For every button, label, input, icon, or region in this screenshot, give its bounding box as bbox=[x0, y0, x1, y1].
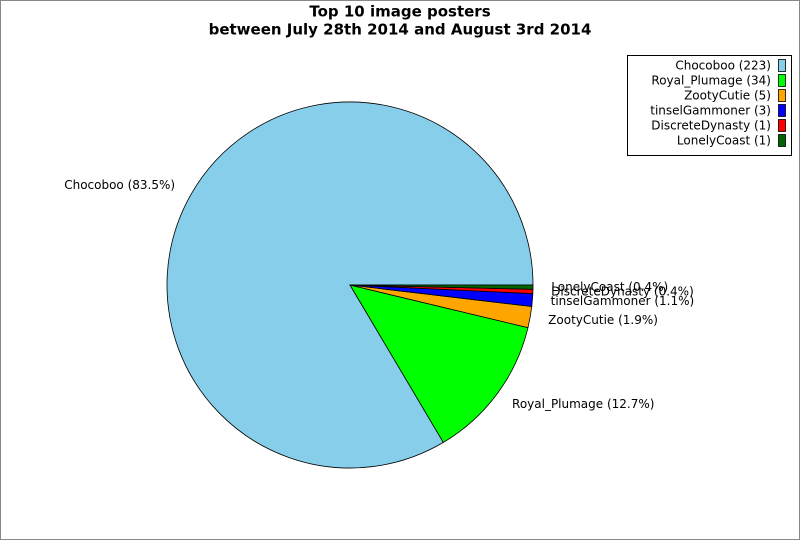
legend-swatch bbox=[778, 59, 786, 72]
slice-label: Chocoboo (83.5%) bbox=[64, 178, 175, 192]
slice-label: tinselGammoner (1.1%) bbox=[551, 294, 695, 308]
pie-slice bbox=[349, 284, 529, 443]
legend-swatch bbox=[778, 134, 786, 147]
slice-label: LonelyCoast (0.4%) bbox=[551, 280, 668, 294]
legend-label: Chocoboo (223) bbox=[675, 59, 771, 73]
legend-box bbox=[627, 55, 792, 156]
chart-title: Top 10 image posters bbox=[309, 3, 490, 21]
legend-label: ZootyCutie (5) bbox=[684, 89, 771, 103]
legend-label: DiscreteDynasty (1) bbox=[651, 119, 771, 133]
slice-label: Royal_Plumage (12.7%) bbox=[512, 397, 654, 411]
pie-slice bbox=[349, 284, 534, 290]
legend-label: LonelyCoast (1) bbox=[677, 134, 771, 148]
legend-label: tinselGammoner (3) bbox=[650, 104, 771, 118]
legend-label: Royal_Plumage (34) bbox=[651, 74, 771, 88]
slice-label: ZootyCutie (1.9%) bbox=[548, 313, 658, 327]
legend-swatch bbox=[778, 74, 786, 87]
legend-swatch bbox=[778, 104, 786, 117]
pie-slice bbox=[166, 101, 534, 469]
chart-subtitle: between July 28th 2014 and August 3rd 20… bbox=[209, 21, 592, 39]
legend-swatch bbox=[778, 119, 786, 132]
slice-label: DiscreteDynasty (0.4%) bbox=[551, 285, 694, 299]
legend-swatch bbox=[778, 89, 786, 102]
